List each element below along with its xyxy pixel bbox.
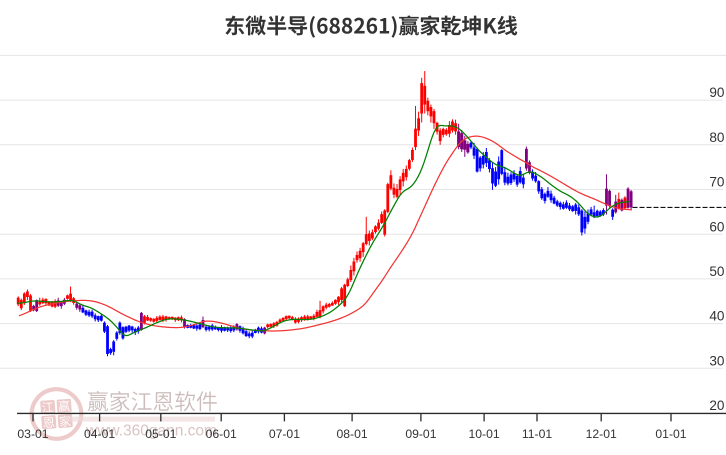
svg-text:10-01: 10-01 <box>469 427 500 441</box>
svg-text:40: 40 <box>709 309 725 324</box>
svg-text:07-01: 07-01 <box>269 427 300 441</box>
svg-text:01-01: 01-01 <box>655 427 686 441</box>
svg-text:08-01: 08-01 <box>337 427 368 441</box>
svg-text:20: 20 <box>709 398 725 413</box>
svg-text:60: 60 <box>709 219 725 234</box>
svg-text:06-01: 06-01 <box>206 427 237 441</box>
svg-text:70: 70 <box>709 175 725 190</box>
svg-text:11-01: 11-01 <box>522 427 552 441</box>
svg-text:90: 90 <box>709 85 725 100</box>
svg-text:09-01: 09-01 <box>405 427 436 441</box>
svg-text:50: 50 <box>709 264 725 279</box>
svg-text:12-01: 12-01 <box>586 427 617 441</box>
svg-text:04-01: 04-01 <box>84 427 115 441</box>
svg-text:03-01: 03-01 <box>17 427 48 441</box>
svg-text:30: 30 <box>709 353 725 368</box>
svg-text:05-01: 05-01 <box>145 427 176 441</box>
svg-text:80: 80 <box>709 130 725 145</box>
svg-text:www.360gann.com: www.360gann.com <box>85 423 217 440</box>
